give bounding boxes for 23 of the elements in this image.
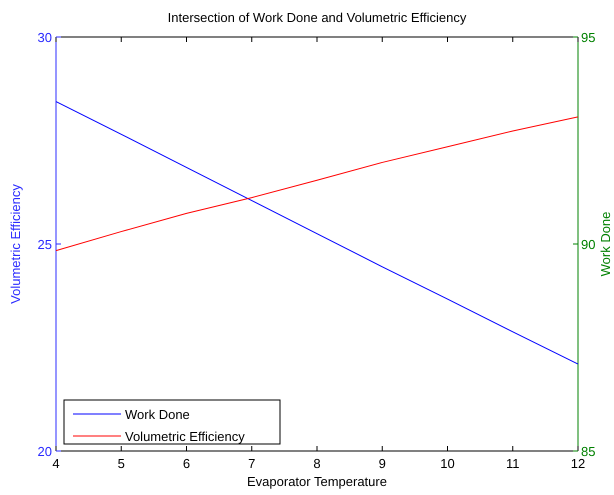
- y-axis-title: Volumetric Efficiency: [8, 184, 23, 304]
- x-tick-label: 8: [313, 456, 321, 471]
- x-tick-label: 9: [378, 456, 386, 471]
- x-tick-label: 6: [182, 456, 190, 471]
- y-tick-label: 20: [38, 444, 52, 459]
- legend-label: Volumetric Efficiency: [125, 429, 246, 444]
- x-tick-label: 10: [440, 456, 455, 471]
- y2-axis-title: Work Done: [598, 212, 613, 276]
- y2-tick-label: 95: [581, 30, 596, 45]
- x-axis-title: Evaporator Temperature: [247, 474, 387, 489]
- y2-tick-label: 90: [581, 237, 596, 252]
- x-tick-label: 7: [248, 456, 256, 471]
- x-tick-label: 12: [570, 456, 586, 471]
- x-tick-label: 11: [506, 456, 520, 471]
- line-series: [56, 101, 578, 365]
- x-tick-label: 4: [52, 456, 60, 471]
- y2-tick-label: 85: [581, 444, 596, 459]
- y-tick-label: 30: [38, 30, 52, 45]
- legend-label: Work Done: [125, 407, 190, 422]
- y-tick-label: 25: [38, 237, 52, 252]
- line-series: [56, 116, 578, 252]
- chart-title: Intersection of Work Done and Volumetric Efficiency: [168, 10, 467, 25]
- x-tick-label: 5: [118, 456, 125, 471]
